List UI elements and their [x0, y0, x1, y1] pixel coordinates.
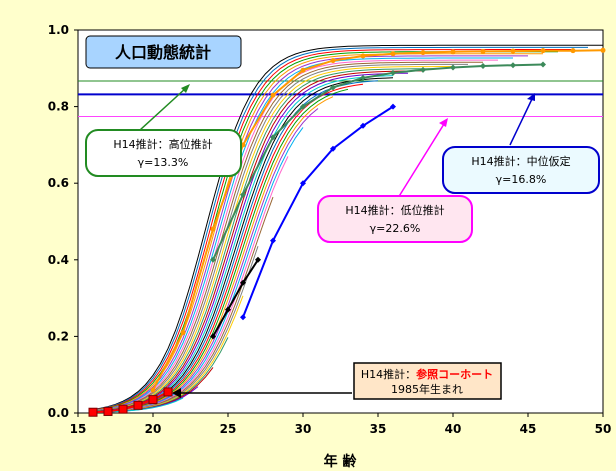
series-point — [210, 256, 216, 263]
series-point — [390, 69, 396, 76]
x-tick-label: 35 — [370, 422, 387, 436]
y-tick-label: 0.4 — [48, 253, 69, 267]
series-point — [330, 84, 336, 91]
series-point — [450, 64, 456, 71]
chart-title-box: 人口動態統計 — [85, 35, 242, 69]
x-tick-label: 30 — [295, 422, 312, 436]
series-point — [240, 314, 246, 321]
series-point — [103, 406, 113, 416]
cohort-curve — [92, 53, 543, 411]
arrow-high — [139, 87, 187, 131]
x-tick-label: 40 — [445, 422, 462, 436]
series-point — [360, 53, 366, 59]
series-point — [390, 103, 396, 110]
callout-low-line1: H14推計：低位推計 — [345, 203, 444, 217]
callout-high-line1: H14推計：高位推計 — [113, 137, 212, 151]
callout-mid-line2: γ=16.8% — [496, 173, 547, 186]
cohort-curve — [92, 61, 483, 412]
y-tick-label: 0.8 — [48, 100, 69, 114]
series-point — [150, 387, 156, 393]
callout-high-line2: γ=13.3% — [138, 156, 189, 169]
highlight-series-line — [242, 105, 394, 318]
series-point — [480, 48, 486, 54]
cohort-curve — [92, 55, 528, 411]
y-tick-label: 0.6 — [48, 176, 69, 190]
series-point — [420, 66, 426, 73]
cohort-curve — [92, 46, 588, 411]
series-point — [300, 180, 306, 187]
y-axis-ticks: 0.0 0.2 0.4 0.6 0.8 1.0 — [48, 23, 78, 420]
series-point — [360, 74, 366, 81]
series-point — [420, 50, 426, 56]
cohort-curve — [92, 66, 453, 412]
y-tick-label: 0.0 — [48, 406, 69, 420]
series-point — [88, 407, 98, 417]
x-axis-ticks: 15 20 25 30 35 40 45 50 — [70, 413, 612, 436]
series-point — [225, 306, 231, 313]
series-point — [540, 48, 546, 54]
series-point — [270, 134, 276, 141]
series-point — [180, 330, 186, 336]
series-point — [163, 387, 173, 397]
series-point — [510, 48, 516, 54]
series-point — [270, 92, 276, 98]
cohort-curve — [92, 63, 468, 412]
callout-reference: H14推計：参照コーホート 1985年生まれ — [353, 362, 502, 400]
x-tick-label: 20 — [145, 422, 162, 436]
callout-ref-prefix: H14推計： — [361, 367, 416, 381]
series-point — [510, 62, 516, 69]
x-tick-label: 45 — [520, 422, 537, 436]
series-point — [148, 395, 158, 405]
series-point — [240, 279, 246, 286]
arrow-high-head — [181, 84, 190, 93]
series-point — [540, 61, 546, 68]
arrow-ref-head — [172, 388, 181, 398]
series-point — [450, 49, 456, 55]
x-tick-label: 25 — [220, 422, 237, 436]
series-point — [330, 145, 336, 152]
cohort-curve — [92, 49, 573, 411]
chart-title: 人口動態統計 — [115, 43, 211, 62]
arrow-low — [397, 123, 445, 199]
series-point — [390, 51, 396, 57]
callout-ref-line1: H14推計：参照コーホート — [361, 367, 493, 381]
series-point — [360, 122, 366, 129]
series-point — [210, 226, 216, 232]
series-point — [300, 103, 306, 110]
highlight-series-line — [212, 259, 259, 337]
series-point — [210, 333, 216, 340]
callout-high: H14推計：高位推計 γ=13.3% — [85, 129, 242, 177]
cohort-curve — [92, 44, 603, 410]
callout-mid: H14推計：中位仮定 γ=16.8% — [442, 146, 600, 194]
series-point — [255, 256, 261, 263]
cohort-curve — [92, 70, 423, 412]
annotation-arrows — [139, 84, 535, 398]
series-point — [570, 48, 576, 54]
y-tick-label: 1.0 — [48, 23, 69, 37]
callout-ref-emph: 参照コーホート — [416, 367, 493, 381]
y-tick-label: 0.2 — [48, 329, 69, 343]
x-axis-label: 年 齢 — [324, 453, 358, 470]
arrow-mid — [509, 98, 533, 146]
series-point — [300, 67, 306, 73]
series-point — [330, 58, 336, 64]
series-point — [480, 63, 486, 70]
highlight-series-line — [152, 49, 604, 391]
callout-low-line2: γ=22.6% — [370, 222, 421, 235]
series-point — [133, 400, 143, 410]
callout-ref-line2: 1985年生まれ — [391, 382, 463, 396]
arrow-mid-head — [527, 93, 535, 101]
arrow-low-head — [439, 118, 448, 127]
callout-mid-line1: H14推計：中位仮定 — [471, 154, 570, 168]
callout-low: H14推計：低位推計 γ=22.6% — [317, 195, 473, 243]
highlighted-series — [88, 47, 606, 417]
series-point — [600, 47, 606, 53]
highlight-series-line — [212, 63, 544, 261]
series-point — [240, 191, 246, 198]
series-point — [118, 404, 128, 414]
series-point — [270, 237, 276, 244]
x-tick-label: 15 — [70, 422, 87, 436]
x-tick-label: 50 — [595, 422, 612, 436]
